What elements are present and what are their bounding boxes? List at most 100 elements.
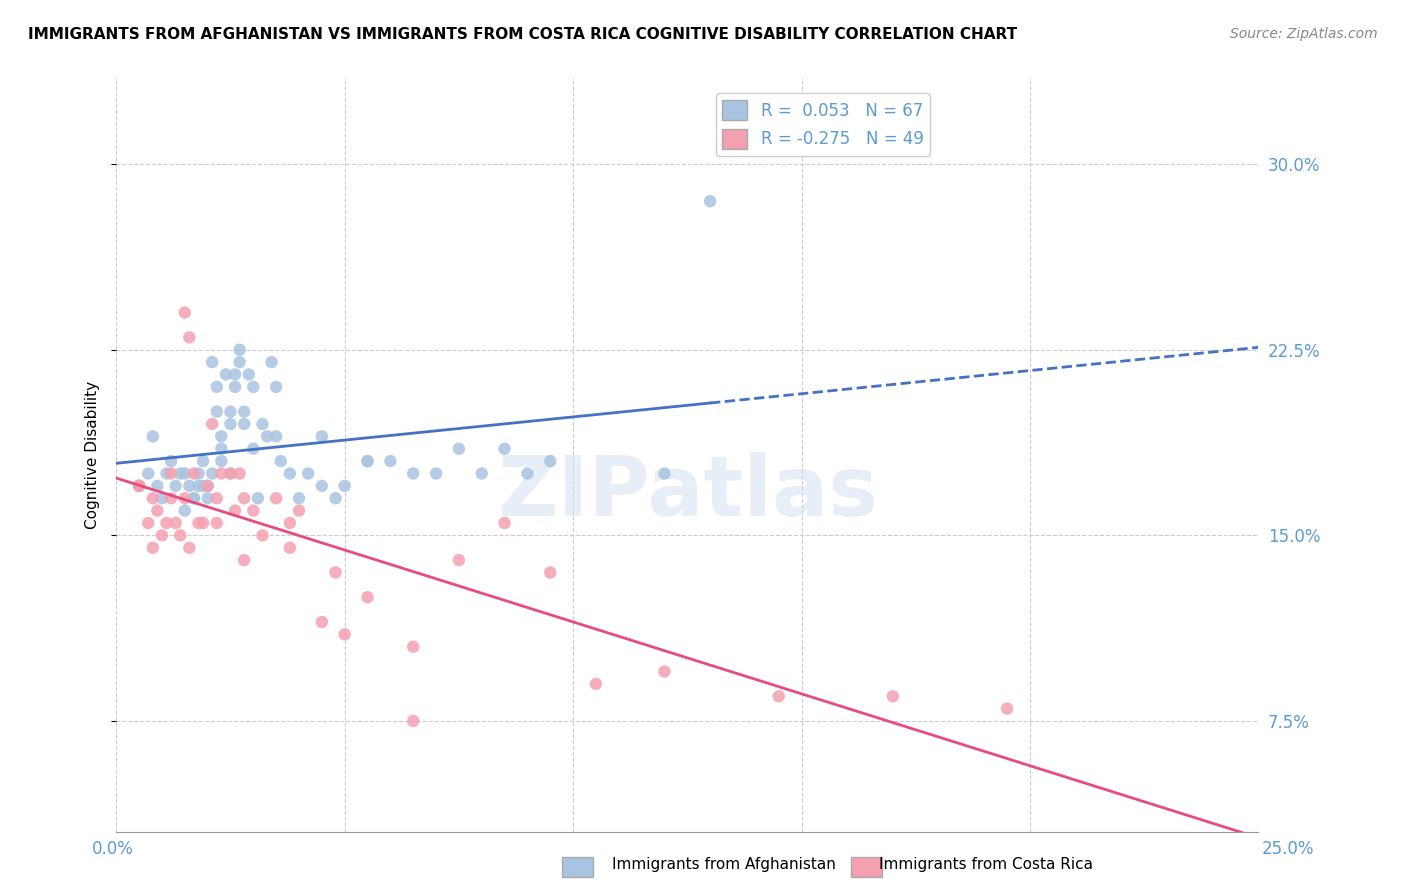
Text: 25.0%: 25.0% xyxy=(1263,840,1315,858)
Point xyxy=(128,479,150,493)
Point xyxy=(538,454,561,468)
Point xyxy=(494,516,516,530)
Point xyxy=(165,516,187,530)
Point xyxy=(288,503,311,517)
Point xyxy=(191,479,214,493)
Point xyxy=(260,355,283,369)
Point xyxy=(142,491,165,506)
Point xyxy=(219,417,242,431)
Point xyxy=(165,479,187,493)
Point xyxy=(128,479,150,493)
Point xyxy=(311,429,333,443)
Point xyxy=(179,479,201,493)
Point xyxy=(233,553,256,567)
Point xyxy=(187,479,209,493)
Point xyxy=(228,467,250,481)
Point xyxy=(160,491,183,506)
Point xyxy=(246,491,269,506)
Point xyxy=(380,454,402,468)
Point xyxy=(128,479,150,493)
Point xyxy=(183,491,205,506)
Point xyxy=(191,454,214,468)
Point xyxy=(136,467,159,481)
Point xyxy=(205,380,228,394)
Point xyxy=(494,442,516,456)
Point xyxy=(205,404,228,418)
Point xyxy=(264,380,287,394)
Point xyxy=(187,516,209,530)
Point xyxy=(242,442,264,456)
Point xyxy=(160,467,183,481)
Point xyxy=(201,355,224,369)
Point xyxy=(136,516,159,530)
Point xyxy=(142,429,165,443)
Point xyxy=(224,503,246,517)
Point xyxy=(146,479,169,493)
Point xyxy=(150,528,173,542)
Point xyxy=(219,404,242,418)
Point xyxy=(197,491,219,506)
Y-axis label: Cognitive Disability: Cognitive Disability xyxy=(86,381,100,529)
Point xyxy=(471,467,494,481)
Point xyxy=(654,665,676,679)
Point xyxy=(242,380,264,394)
Point xyxy=(402,640,425,654)
Point xyxy=(356,454,378,468)
Point xyxy=(224,380,246,394)
Point xyxy=(264,429,287,443)
Point xyxy=(311,479,333,493)
Point xyxy=(325,491,347,506)
Point xyxy=(325,566,347,580)
Point xyxy=(173,467,195,481)
Point xyxy=(215,368,238,382)
Point xyxy=(585,677,607,691)
Text: Immigrants from Costa Rica: Immigrants from Costa Rica xyxy=(879,857,1092,872)
Point xyxy=(209,454,232,468)
Point xyxy=(228,355,250,369)
Point xyxy=(201,417,224,431)
Point xyxy=(183,467,205,481)
Point xyxy=(142,541,165,555)
Point xyxy=(205,516,228,530)
Point xyxy=(995,701,1018,715)
Text: Source: ZipAtlas.com: Source: ZipAtlas.com xyxy=(1230,27,1378,41)
Point xyxy=(155,467,177,481)
Point xyxy=(252,417,274,431)
Point xyxy=(233,491,256,506)
Point xyxy=(146,503,169,517)
Point xyxy=(425,467,447,481)
Point xyxy=(264,491,287,506)
Point xyxy=(654,467,676,481)
Point xyxy=(252,528,274,542)
Text: 0.0%: 0.0% xyxy=(91,840,134,858)
Point xyxy=(224,368,246,382)
Point xyxy=(179,541,201,555)
Point xyxy=(209,429,232,443)
Point xyxy=(356,454,378,468)
Point xyxy=(160,454,183,468)
Point xyxy=(278,541,301,555)
Point xyxy=(278,516,301,530)
Point xyxy=(402,714,425,728)
Point xyxy=(297,467,319,481)
Point xyxy=(201,467,224,481)
Point xyxy=(169,467,191,481)
Point xyxy=(699,194,721,209)
Point xyxy=(155,516,177,530)
Point xyxy=(538,566,561,580)
Point xyxy=(270,454,292,468)
Point xyxy=(197,479,219,493)
Point xyxy=(150,491,173,506)
Point xyxy=(173,503,195,517)
Point xyxy=(128,479,150,493)
Point xyxy=(447,553,470,567)
Point xyxy=(333,479,356,493)
Point xyxy=(233,417,256,431)
Point xyxy=(768,690,790,704)
Text: Immigrants from Afghanistan: Immigrants from Afghanistan xyxy=(612,857,835,872)
Point xyxy=(219,467,242,481)
Point xyxy=(219,467,242,481)
Point xyxy=(233,404,256,418)
Point xyxy=(205,491,228,506)
Point xyxy=(242,503,264,517)
